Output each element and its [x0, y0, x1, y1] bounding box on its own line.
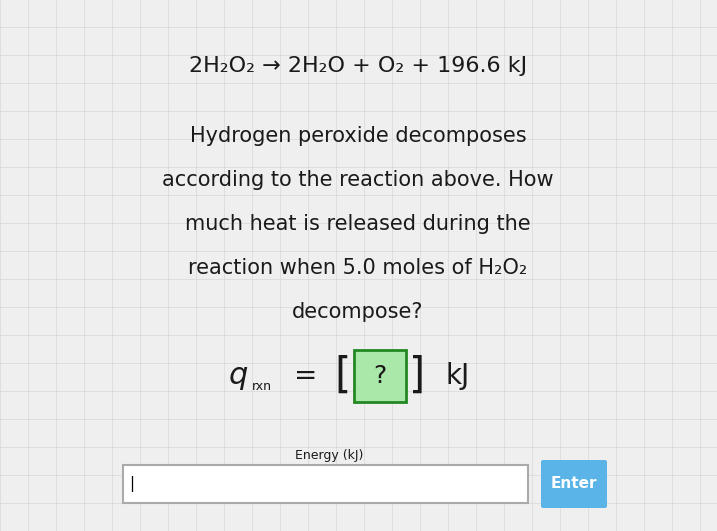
Text: rxn: rxn: [252, 380, 272, 392]
Text: decompose?: decompose?: [293, 302, 424, 322]
FancyBboxPatch shape: [354, 350, 406, 402]
Text: ]: ]: [409, 355, 425, 397]
FancyBboxPatch shape: [541, 460, 607, 508]
Text: |: |: [129, 476, 134, 492]
Text: [: [: [335, 355, 351, 397]
Text: kJ: kJ: [445, 362, 469, 390]
Text: Hydrogen peroxide decomposes: Hydrogen peroxide decomposes: [190, 126, 526, 146]
Text: ?: ?: [374, 364, 386, 388]
Text: 2H₂O₂ → 2H₂O + O₂ + 196.6 kJ: 2H₂O₂ → 2H₂O + O₂ + 196.6 kJ: [189, 56, 527, 76]
Text: much heat is released during the: much heat is released during the: [185, 214, 531, 234]
Text: reaction when 5.0 moles of H₂O₂: reaction when 5.0 moles of H₂O₂: [189, 258, 528, 278]
Text: =: =: [294, 362, 318, 390]
FancyBboxPatch shape: [123, 465, 528, 503]
Text: according to the reaction above. How: according to the reaction above. How: [162, 170, 554, 190]
Text: Energy (kJ): Energy (kJ): [295, 450, 364, 463]
Text: q: q: [228, 362, 247, 390]
Text: Enter: Enter: [551, 476, 597, 492]
